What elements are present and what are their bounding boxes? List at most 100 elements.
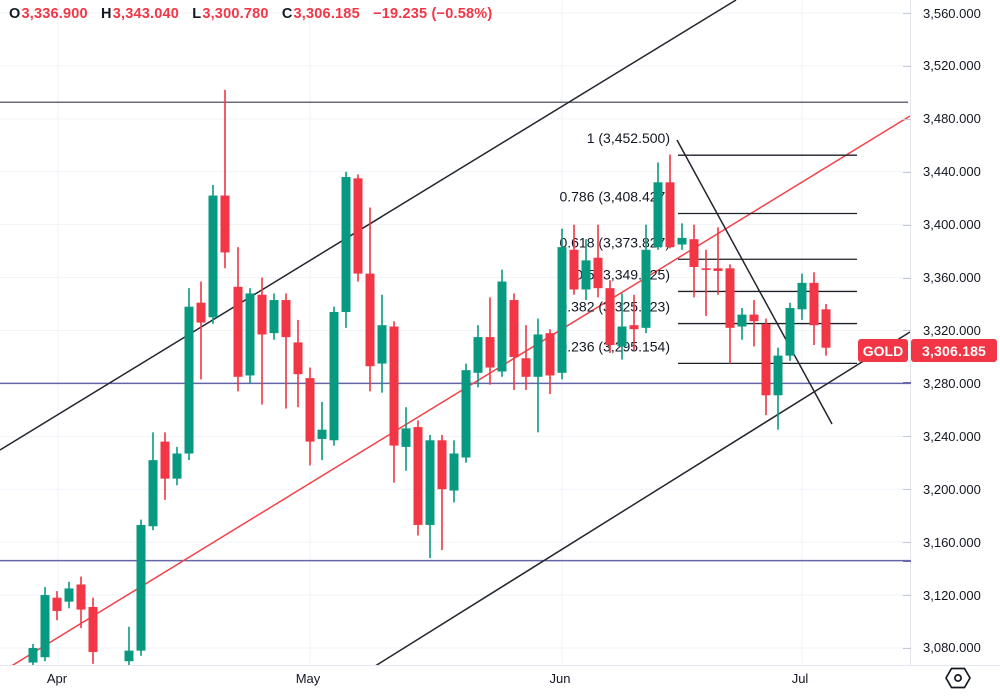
time-axis[interactable]: Apr May Jun Jul bbox=[0, 665, 1000, 696]
upper-channel-trendline[interactable] bbox=[0, 0, 737, 451]
fib-level-label: 0.618 (3,373.827) bbox=[559, 234, 670, 250]
candle bbox=[425, 434, 435, 559]
candle-body bbox=[689, 239, 699, 267]
candle-body bbox=[341, 177, 351, 312]
candle bbox=[581, 239, 591, 301]
hexagon-logo-icon[interactable] bbox=[944, 666, 972, 690]
candle bbox=[821, 304, 831, 356]
price-axis-tick bbox=[903, 436, 911, 438]
candle-body bbox=[124, 650, 134, 662]
candle bbox=[52, 591, 62, 621]
price-axis-tick bbox=[903, 13, 911, 14]
candle-body bbox=[293, 342, 303, 375]
candle bbox=[124, 626, 134, 666]
price-axis[interactable]: 3,560.000 3,520.000 3,480.000 3,440.000 3,40… bbox=[903, 0, 1000, 665]
candle-body bbox=[196, 302, 206, 323]
candle bbox=[761, 318, 771, 416]
candle-body bbox=[533, 334, 543, 377]
candle-body bbox=[797, 282, 807, 310]
candle-body bbox=[389, 326, 399, 446]
time-axis-label-jun: Jun bbox=[549, 671, 571, 686]
candle bbox=[28, 644, 38, 666]
candle-body bbox=[353, 178, 363, 274]
breakdown-trendline[interactable] bbox=[676, 139, 833, 425]
candle bbox=[208, 184, 218, 324]
candle-body bbox=[449, 453, 459, 491]
candle bbox=[785, 302, 795, 361]
candle bbox=[497, 269, 507, 377]
candle-body bbox=[581, 260, 591, 290]
candle-body bbox=[233, 286, 243, 377]
high-label: H bbox=[101, 6, 112, 22]
candle bbox=[485, 297, 495, 385]
candle bbox=[305, 367, 315, 466]
candle-body bbox=[569, 249, 579, 290]
candle bbox=[172, 446, 182, 486]
candle-body bbox=[64, 588, 74, 602]
candle-body bbox=[365, 273, 375, 367]
price-axis-label: 3,080.000 bbox=[923, 640, 981, 656]
candle bbox=[281, 293, 291, 409]
candle bbox=[665, 154, 675, 249]
candle bbox=[677, 223, 687, 250]
last-price-badge[interactable]: GOLD 3,306.185 bbox=[858, 339, 997, 362]
candles bbox=[28, 89, 831, 666]
fib-retracement[interactable]: 1 (3,452.500) 0.786 (3,408.427) 0.618 (3,3… bbox=[559, 130, 857, 365]
candle-body bbox=[557, 247, 567, 373]
candle bbox=[437, 434, 447, 551]
price-axis-label: 3,280.000 bbox=[923, 375, 981, 391]
fib-level-label: 0.236 (3,295.154) bbox=[559, 338, 670, 354]
candle bbox=[184, 288, 194, 461]
candle bbox=[245, 288, 255, 384]
candle bbox=[509, 293, 519, 391]
candle bbox=[257, 277, 267, 405]
candle-body bbox=[245, 293, 255, 376]
candle-body bbox=[136, 524, 146, 651]
fib-level-label: 0.786 (3,408.427) bbox=[559, 189, 670, 205]
price-axis-tick bbox=[903, 489, 911, 491]
change-value: −19.235 (−0.58%) bbox=[373, 6, 493, 22]
price-axis-tick bbox=[903, 171, 911, 173]
candle-body bbox=[413, 427, 423, 525]
open-value: 3,336.900 bbox=[21, 6, 88, 22]
candle-body bbox=[749, 314, 759, 322]
candle-body bbox=[184, 306, 194, 454]
last-price-value: 3,306.185 bbox=[911, 339, 997, 362]
price-axis-tick bbox=[903, 595, 911, 597]
candle bbox=[64, 581, 74, 609]
candle bbox=[160, 432, 170, 500]
price-axis-label: 3,560.000 bbox=[923, 5, 981, 21]
candle bbox=[317, 401, 327, 461]
candle-body bbox=[148, 460, 158, 527]
candle-body bbox=[497, 281, 507, 372]
candle bbox=[377, 294, 387, 393]
candle-body bbox=[437, 440, 447, 490]
ohlc-header: O3,336.900 H3,343.040 L3,300.780 C3,306.… bbox=[9, 6, 492, 22]
candle bbox=[689, 224, 699, 298]
candle bbox=[148, 432, 158, 531]
candle-body bbox=[269, 300, 279, 334]
close-label: C bbox=[281, 6, 293, 22]
candle bbox=[449, 440, 459, 503]
plot-layers: 1 (3,452.500) 0.786 (3,408.427) 0.618 (3,3… bbox=[0, 0, 911, 673]
support-line-axis-tick bbox=[903, 559, 911, 562]
candle-body bbox=[521, 358, 531, 377]
candle bbox=[617, 293, 627, 360]
price-axis-label: 3,320.000 bbox=[923, 322, 981, 338]
candle bbox=[269, 293, 279, 340]
price-axis-tick bbox=[903, 647, 911, 649]
price-axis-tick bbox=[903, 65, 911, 67]
candle-body bbox=[317, 429, 327, 439]
candle bbox=[40, 587, 50, 662]
candle bbox=[593, 224, 603, 298]
candle bbox=[76, 576, 86, 629]
candle bbox=[389, 321, 399, 483]
price-axis-label: 3,360.000 bbox=[923, 270, 981, 286]
lower-channel-trendline[interactable] bbox=[372, 331, 911, 668]
candle-body bbox=[257, 294, 267, 335]
ascending-trendline-red[interactable] bbox=[0, 115, 911, 673]
price-axis-label: 3,160.000 bbox=[923, 534, 981, 550]
candle-body bbox=[773, 355, 783, 396]
candle-body bbox=[305, 378, 315, 442]
